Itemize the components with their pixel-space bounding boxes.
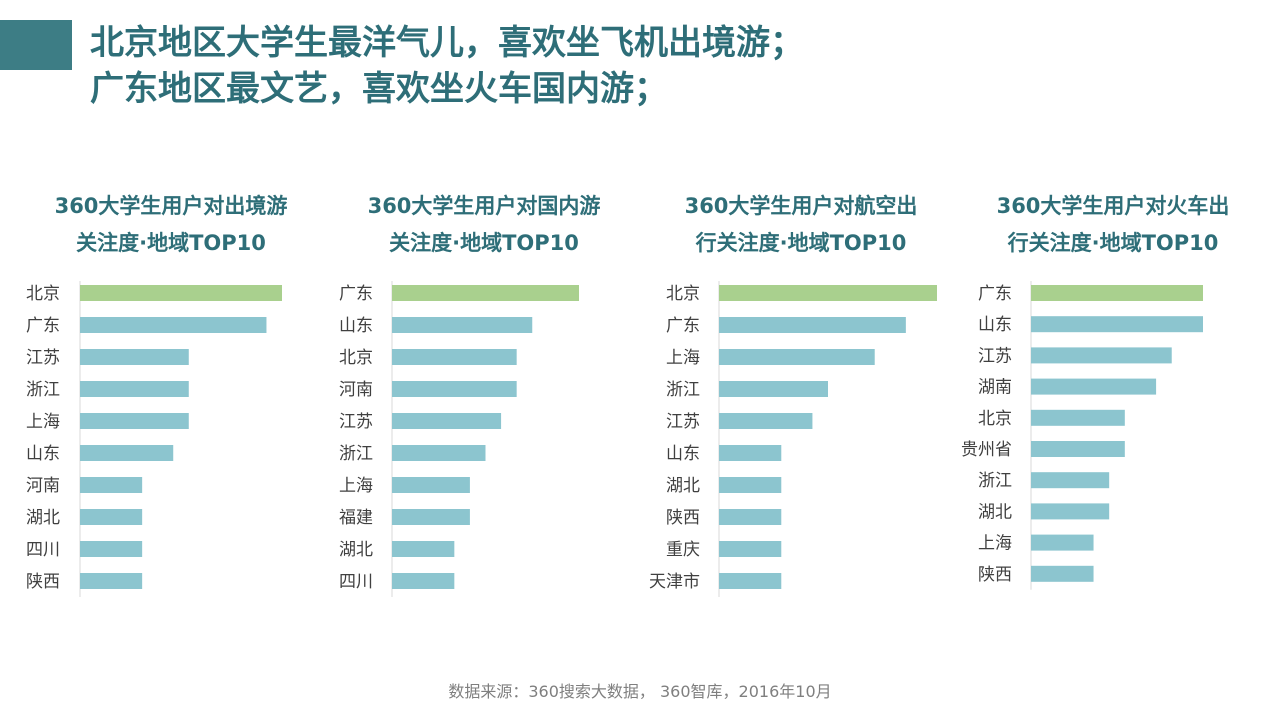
chart-4-title: 360大学生用户对火车出 行关注度·地域TOP10	[963, 188, 1263, 262]
chart-1-category-label: 浙江	[26, 380, 60, 400]
chart-2-bar-4	[392, 381, 517, 397]
headline: 北京地区大学生最洋气儿，喜欢坐飞机出境游； 广东地区最文艺，喜欢坐火车国内游；	[90, 20, 1240, 112]
chart-3-category-label: 浙江	[666, 380, 700, 400]
chart-2-bar-8	[392, 509, 470, 525]
chart-2-category-label: 广东	[339, 284, 373, 304]
chart-2-category-label: 北京	[339, 348, 373, 368]
chart-3-category-label: 山东	[666, 444, 700, 464]
chart-4-bar-2	[1031, 316, 1203, 333]
chart-1-category-label: 四川	[26, 540, 60, 560]
chart-1-bar-9	[80, 541, 143, 557]
chart-3-title-line-2: 行关注度·地域TOP10	[695, 231, 907, 255]
chart-1-category-label: 山东	[26, 444, 60, 464]
chart-3-bar-10	[719, 573, 782, 589]
chart-2-category-label: 浙江	[339, 444, 373, 464]
chart-2-bar-7	[392, 477, 470, 493]
chart-4-bar-5	[1031, 409, 1125, 426]
chart-1-bar-2	[80, 317, 267, 333]
chart-1-title-line-2: 关注度·地域TOP10	[76, 231, 266, 255]
chart-4-category-label: 江苏	[978, 346, 1012, 366]
chart-3-bar-6	[719, 445, 782, 461]
chart-1-bar-4	[80, 381, 189, 397]
chart-4-category-label: 浙江	[978, 471, 1012, 491]
chart-2-category-label: 上海	[339, 476, 373, 496]
chart-4-bar-7	[1031, 472, 1110, 489]
chart-3-category-label: 广东	[666, 316, 700, 336]
chart-4-category-label: 陕西	[978, 565, 1012, 585]
chart-4-bar-6	[1031, 441, 1125, 457]
chart-3-category-label: 上海	[666, 348, 700, 368]
chart-4-category-label: 湖南	[978, 378, 1012, 398]
chart-2-bar-1	[392, 285, 579, 301]
chart-2-title: 360大学生用户对国内游 关注度·地域TOP10	[334, 188, 634, 262]
chart-3-category-label: 天津市	[649, 572, 700, 592]
chart-1-bar-5	[80, 413, 189, 429]
chart-3-title-line-1: 360大学生用户对航空出	[684, 194, 918, 218]
chart-2-title-line-2: 关注度·地域TOP10	[389, 231, 579, 255]
headline-line-2: 广东地区最文艺，喜欢坐火车国内游；	[90, 69, 668, 109]
chart-3-bar-4	[719, 381, 828, 397]
chart-4-bar-4	[1031, 378, 1157, 395]
chart-1-bar-3	[80, 349, 189, 365]
chart-1-bar-8	[80, 509, 143, 525]
chart-1-category-label: 陕西	[26, 572, 60, 592]
chart-1-category-label: 湖北	[26, 508, 60, 528]
chart-3-category-label: 陕西	[666, 508, 700, 528]
chart-2-category-label: 湖北	[339, 540, 373, 560]
chart-4-bar-3	[1031, 347, 1172, 364]
chart-4-title-line-2: 行关注度·地域TOP10	[1007, 231, 1219, 255]
chart-4-bar-9	[1031, 534, 1094, 551]
chart-1-title: 360大学生用户对出境游 关注度·地域TOP10	[21, 188, 321, 262]
chart-4-category-label: 北京	[978, 409, 1012, 429]
chart-4-category-label: 广东	[978, 284, 1012, 304]
chart-3-title: 360大学生用户对航空出 行关注度·地域TOP10	[651, 188, 951, 262]
chart-2-category-label: 河南	[339, 380, 373, 400]
chart-2-bar-3	[392, 349, 517, 365]
chart-2-bar-9	[392, 541, 455, 557]
chart-2-bar-10	[392, 573, 455, 589]
chart-4-bar-1	[1031, 285, 1203, 301]
chart-2-bar-5	[392, 413, 502, 429]
accent-bar	[0, 20, 72, 70]
chart-4-bar-10	[1031, 565, 1094, 582]
chart-1-bar-1	[80, 285, 282, 301]
chart-3-category-label: 北京	[666, 284, 700, 304]
chart-2-bar-2	[392, 317, 533, 333]
chart-3-bar-9	[719, 541, 782, 557]
chart-1-bar-6	[80, 445, 174, 461]
data-source-note: 数据来源：360搜索大数据， 360智库，2016年10月	[448, 682, 832, 701]
chart-2-category-label: 四川	[339, 572, 373, 592]
chart-1-category-label: 北京	[26, 284, 60, 304]
chart-1-bar-10	[80, 573, 143, 589]
chart-4-title-line-1: 360大学生用户对火车出	[996, 194, 1230, 218]
chart-2-category-label: 江苏	[339, 412, 373, 432]
chart-4-bar-8	[1031, 503, 1110, 520]
chart-3-bar-3	[719, 349, 875, 365]
chart-2-title-line-1: 360大学生用户对国内游	[367, 194, 601, 218]
chart-3-category-label: 湖北	[666, 476, 700, 496]
chart-3-bar-7	[719, 477, 782, 493]
chart-3-category-label: 江苏	[666, 412, 700, 432]
chart-3-category-label: 重庆	[666, 540, 700, 560]
chart-3-bar-2	[719, 317, 906, 333]
chart-3-bar-8	[719, 509, 782, 525]
chart-3-bar-1	[719, 285, 937, 301]
chart-4-category-label: 湖北	[978, 502, 1012, 522]
chart-1-category-label: 广东	[26, 316, 60, 336]
chart-1-category-label: 江苏	[26, 348, 60, 368]
chart-1-bar-7	[80, 477, 143, 493]
chart-1-category-label: 河南	[26, 476, 60, 496]
chart-1-title-line-1: 360大学生用户对出境游	[54, 194, 288, 218]
chart-1-category-label: 上海	[26, 412, 60, 432]
chart-4-category-label: 山东	[978, 315, 1012, 335]
chart-4-category-label: 贵州省	[961, 440, 1012, 460]
headline-line-1: 北京地区大学生最洋气儿，喜欢坐飞机出境游；	[90, 23, 804, 63]
chart-2-category-label: 山东	[339, 316, 373, 336]
chart-3-bar-5	[719, 413, 813, 429]
chart-2-category-label: 福建	[339, 508, 373, 528]
chart-2-bar-6	[392, 445, 486, 461]
chart-4-category-label: 上海	[978, 534, 1012, 554]
